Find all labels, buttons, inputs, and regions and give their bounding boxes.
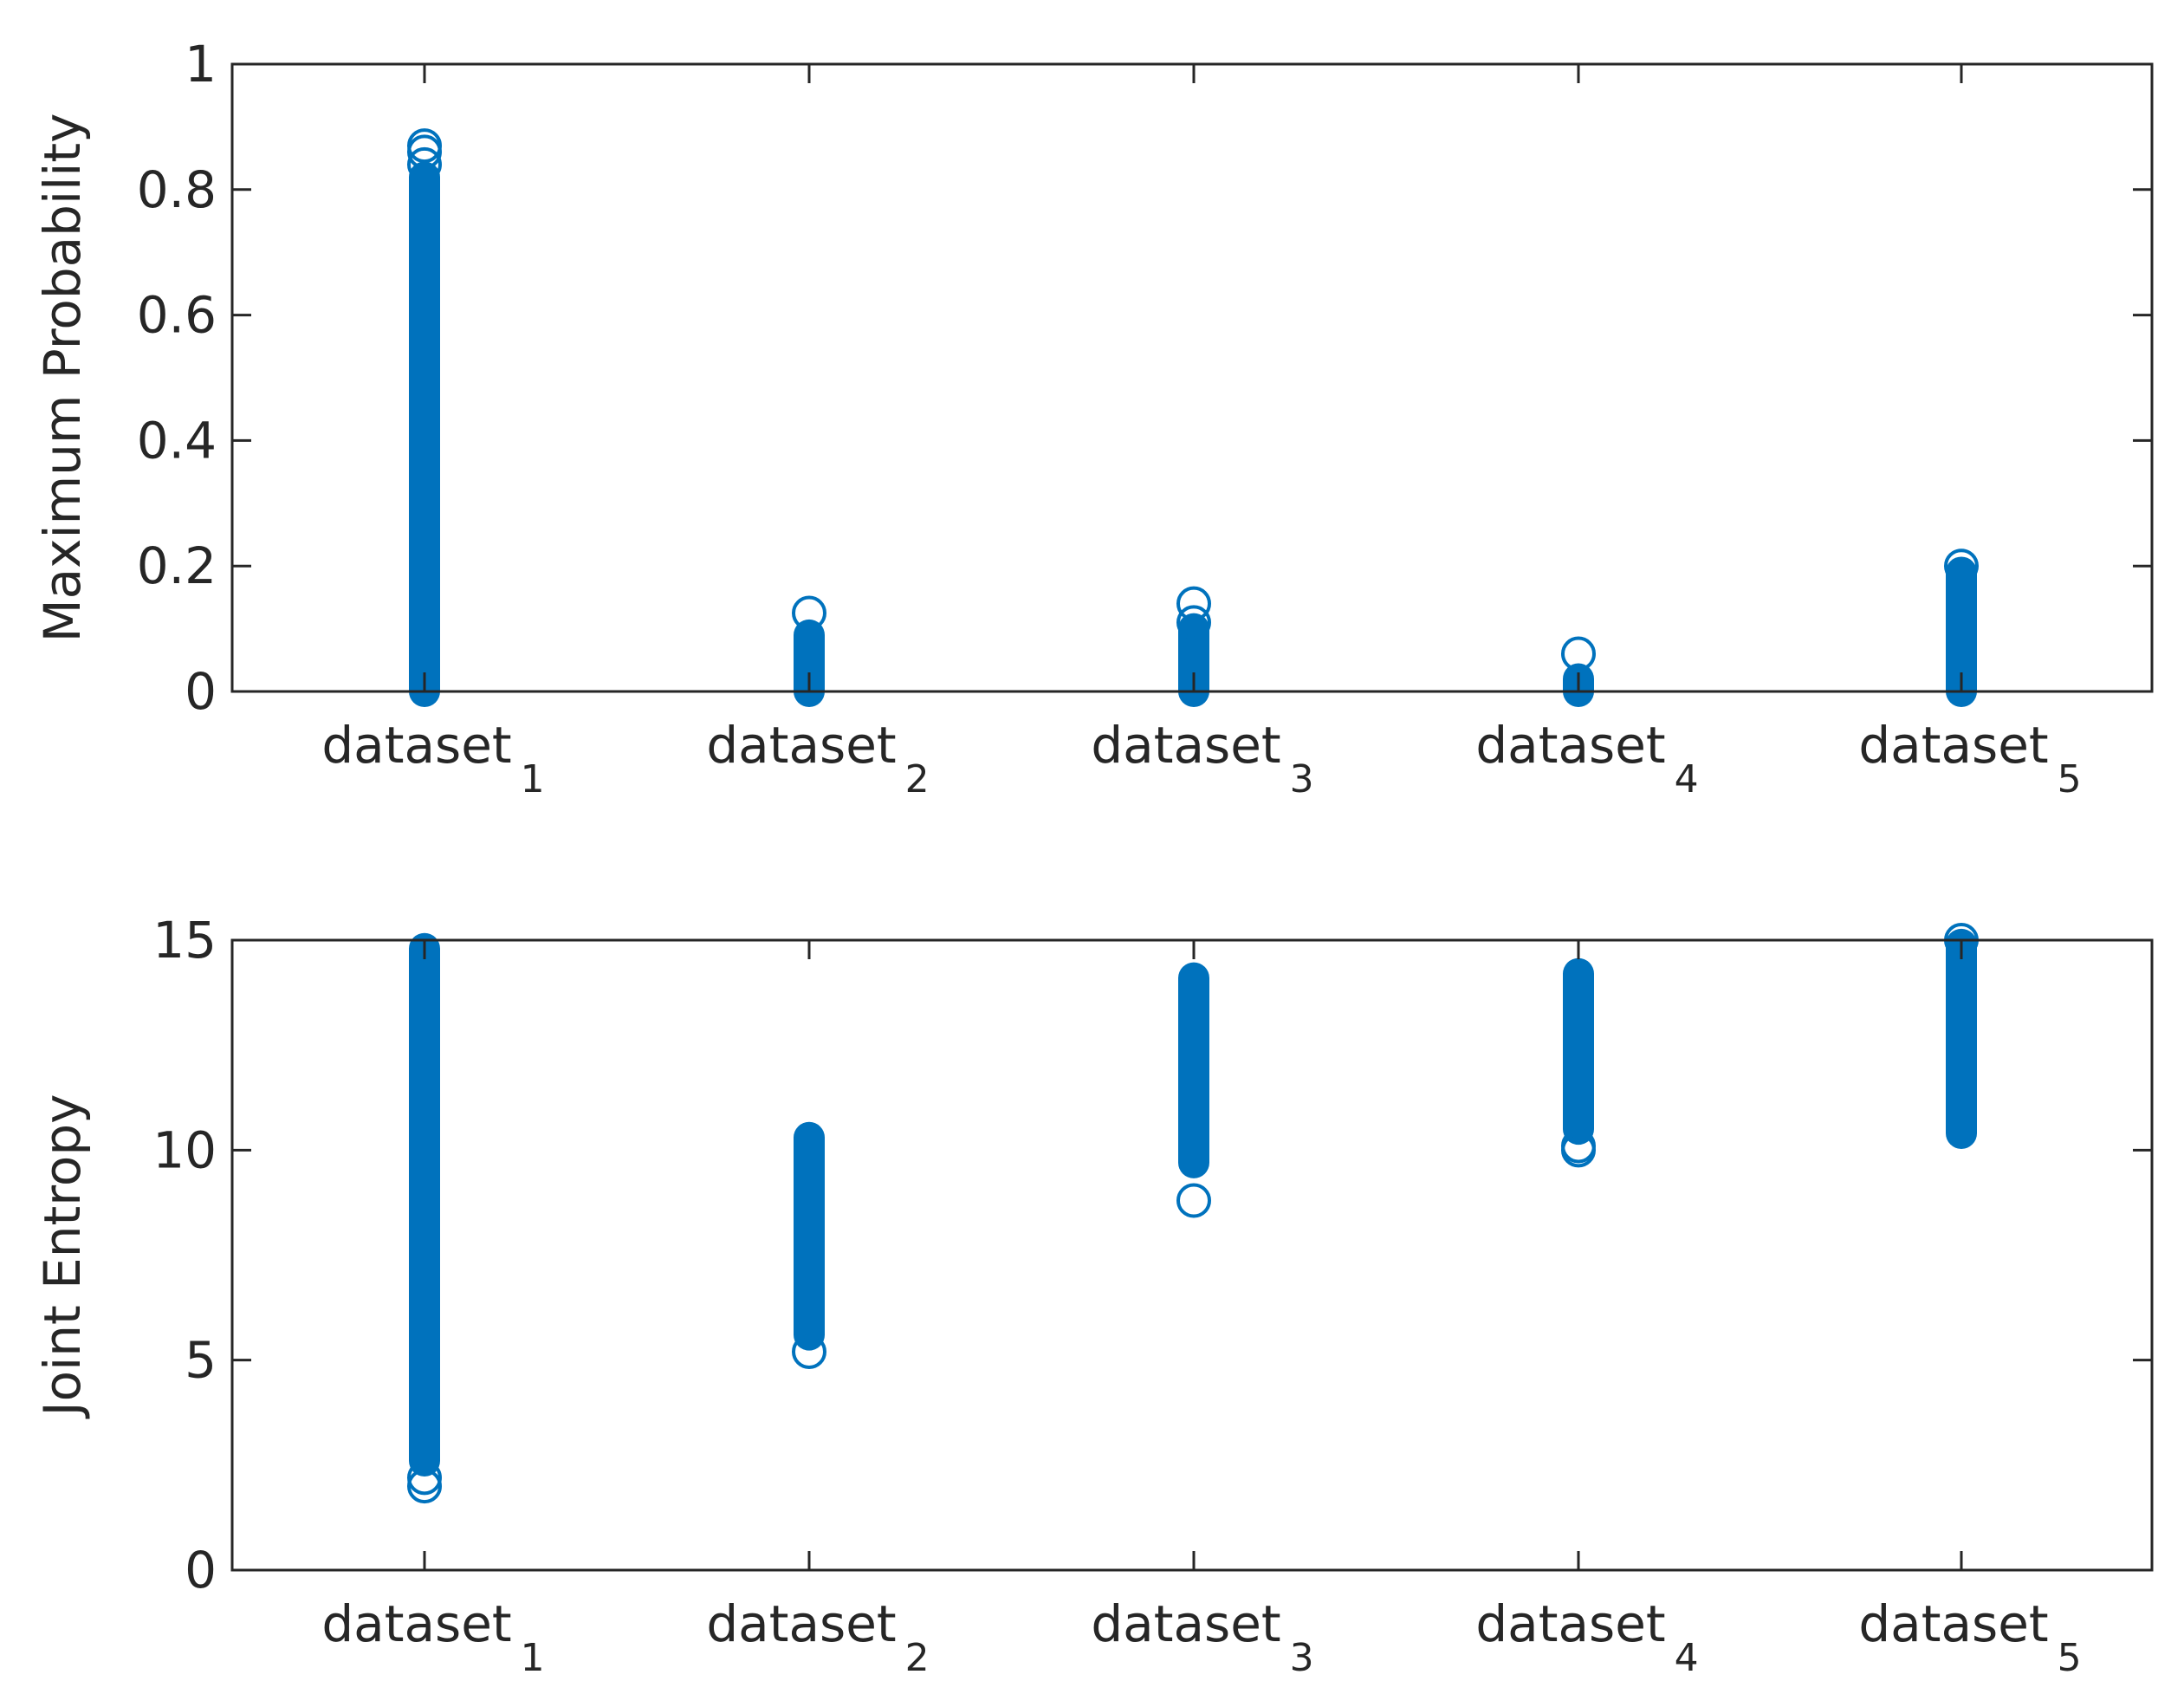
entropy-dataset3-points <box>1178 962 1209 1178</box>
maxprob-category-label: dataset1 <box>321 716 544 802</box>
maxprob-ytick-label: 0 <box>185 662 217 721</box>
entropy-ylabel: Joint Entropy <box>33 1094 92 1419</box>
category-label-base: dataset <box>1858 1594 2048 1653</box>
maxprob-ytick-label: 0.8 <box>137 160 217 219</box>
maxprob-axes-box <box>230 62 2154 693</box>
category-label-subscript: 1 <box>521 1636 545 1680</box>
entropy-category-label: dataset4 <box>1475 1594 1698 1680</box>
category-label-subscript: 1 <box>521 757 545 802</box>
maxprob-dataset1-points <box>409 161 440 707</box>
category-label-base: dataset <box>1475 716 1665 775</box>
maxprob-ylabel: Maximum Probability <box>33 114 92 643</box>
maxprob-ytick-label: 0.4 <box>137 411 217 470</box>
entropy-dataset3-outlier-point <box>1176 1183 1211 1218</box>
maxprob-category-label: dataset5 <box>1858 716 2081 802</box>
maxprob-dataset2-points <box>794 619 825 707</box>
maxprob-category-label: dataset4 <box>1475 716 1698 802</box>
entropy-dataset2-outlier-point <box>792 1334 826 1369</box>
maxprob-dataset3-points <box>1178 613 1209 707</box>
entropy-axes-box <box>230 938 2154 1572</box>
category-label-base: dataset <box>1091 1594 1280 1653</box>
maxprob-dataset3-outlier-point <box>1176 586 1211 621</box>
entropy-dataset2-points <box>794 1121 825 1351</box>
category-label-base: dataset <box>321 716 511 775</box>
entropy-dataset4-outlier-point <box>1561 1128 1596 1164</box>
category-label-subscript: 3 <box>1290 757 1314 802</box>
maxprob-ytick-label: 0.2 <box>137 536 217 595</box>
maxprob-dataset1-outlier-point <box>407 146 442 182</box>
entropy-category-label: dataset5 <box>1858 1594 2081 1680</box>
maxprob-dataset1-outlier-point <box>407 128 442 164</box>
maxprob-category-label: dataset3 <box>1091 716 1313 802</box>
category-label-subscript: 2 <box>905 757 930 802</box>
maxprob-dataset5-outlier-point <box>1944 548 1979 584</box>
category-label-base: dataset <box>1091 716 1280 775</box>
maxprob-dataset5-points <box>1946 556 1977 707</box>
maxprob-category-label: dataset2 <box>706 716 929 802</box>
entropy-dataset1-outlier-point <box>407 1460 442 1496</box>
category-label-base: dataset <box>321 1594 511 1653</box>
entropy-ytick-label: 15 <box>152 911 217 970</box>
maxprob-ytick-label: 0.6 <box>137 286 217 345</box>
maxprob-dataset2-outlier-point <box>792 595 826 631</box>
category-label-subscript: 4 <box>1675 757 1699 802</box>
entropy-dataset4-points <box>1563 957 1594 1146</box>
category-label-base: dataset <box>1858 716 2048 775</box>
joint-entropy-panel: 051015dataset1dataset2dataset3dataset4da… <box>33 911 2154 1680</box>
entropy-dataset1-outlier-point <box>407 1469 442 1504</box>
entropy-ytick-label: 5 <box>185 1331 217 1390</box>
category-label-subscript: 5 <box>2058 757 2082 802</box>
entropy-ytick-label: 10 <box>152 1120 217 1179</box>
maxprob-ytick-label: 1 <box>185 35 217 94</box>
max-probability-panel: 00.20.40.60.81dataset1dataset2dataset3da… <box>33 35 2154 802</box>
category-label-base: dataset <box>706 716 896 775</box>
entropy-category-label: dataset1 <box>321 1594 544 1680</box>
maxprob-dataset4-outlier-point <box>1561 636 1596 672</box>
category-label-subscript: 4 <box>1675 1636 1699 1680</box>
entropy-ytick-label: 0 <box>185 1541 217 1600</box>
entropy-dataset1-points <box>409 932 440 1477</box>
entropy-dataset5-points <box>1946 928 1977 1149</box>
maxprob-dataset3-outlier-point <box>1176 605 1211 640</box>
entropy-category-label: dataset2 <box>706 1594 929 1680</box>
entropy-category-label: dataset3 <box>1091 1594 1313 1680</box>
category-label-subscript: 3 <box>1290 1636 1314 1680</box>
category-label-subscript: 2 <box>905 1636 930 1680</box>
category-label-subscript: 5 <box>2058 1636 2082 1680</box>
category-label-base: dataset <box>1475 1594 1665 1653</box>
category-label-base: dataset <box>706 1594 896 1653</box>
